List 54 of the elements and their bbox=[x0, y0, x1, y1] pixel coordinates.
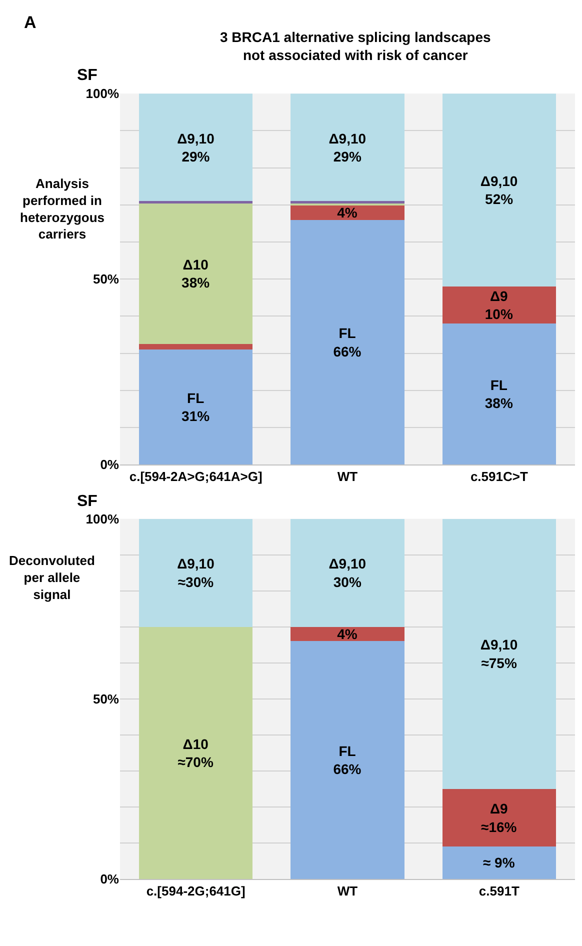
x-tick-label: c.[594-2A>G;641A>G] bbox=[129, 469, 262, 484]
data-label: Δ10 ≈70% bbox=[178, 736, 214, 770]
data-label: Δ9,10 29% bbox=[328, 130, 366, 165]
y-tick-label: 0% bbox=[100, 872, 120, 887]
bar bbox=[442, 788, 556, 847]
data-label: Δ9,10 30% bbox=[328, 556, 366, 590]
x-tick-label: c.591C>T bbox=[470, 469, 528, 484]
bar bbox=[138, 518, 253, 627]
bar bbox=[138, 350, 253, 465]
text: A bbox=[24, 13, 36, 32]
bar bbox=[442, 846, 556, 879]
data-label: Δ9,10 52% bbox=[480, 172, 518, 208]
bar bbox=[290, 94, 404, 202]
y-tick-label: 50% bbox=[92, 691, 120, 706]
y-tick-label: 0% bbox=[100, 457, 120, 472]
y-tick-label: 100% bbox=[86, 86, 120, 102]
y-axis-title: SF bbox=[77, 493, 98, 510]
y-tick-label: 50% bbox=[92, 272, 120, 287]
bar bbox=[442, 286, 556, 324]
data-label: FL 66% bbox=[333, 742, 362, 778]
data-label: Δ10 38% bbox=[182, 256, 210, 291]
x-tick-label: WT bbox=[337, 469, 358, 484]
bar bbox=[138, 94, 253, 202]
data-label: Δ9 ≈16% bbox=[481, 800, 518, 835]
bar bbox=[290, 641, 404, 879]
y-tick-label: 100% bbox=[86, 511, 120, 526]
bar bbox=[442, 324, 556, 465]
bar bbox=[138, 626, 253, 879]
bar bbox=[442, 94, 556, 287]
bar bbox=[138, 203, 253, 344]
bar bbox=[138, 344, 253, 350]
bar bbox=[442, 518, 556, 789]
data-label: FL 66% bbox=[333, 325, 362, 360]
data-label: Δ9,10 ≈75% bbox=[480, 636, 518, 671]
bar bbox=[290, 626, 404, 642]
data-label: 4% bbox=[337, 626, 358, 642]
bar bbox=[138, 201, 253, 204]
data-label: ≈ 9% bbox=[482, 854, 516, 871]
chart-title: 3 BRCA1 alternative splicing landscapes not associated with risk of cancer bbox=[220, 29, 491, 64]
text: Deconvoluted per allele signal bbox=[9, 553, 96, 602]
data-label: FL 38% bbox=[484, 377, 514, 412]
data-label: Δ9,10 29% bbox=[177, 130, 215, 165]
y-axis-title: SF bbox=[77, 67, 98, 84]
data-label: FL 31% bbox=[182, 390, 210, 424]
bar bbox=[290, 204, 404, 220]
data-label: Δ9,10 ≈30% bbox=[177, 556, 215, 590]
text: Analysis performed in heterozygous carriers bbox=[20, 176, 105, 242]
x-tick-label: WT bbox=[337, 884, 358, 899]
data-label: Δ9 10% bbox=[484, 288, 514, 322]
bar bbox=[290, 220, 404, 465]
data-label: 4% bbox=[337, 204, 358, 220]
bar bbox=[290, 518, 404, 627]
x-tick-label: c.[594-2G;641G] bbox=[146, 884, 246, 899]
x-tick-label: c.591T bbox=[478, 884, 520, 899]
